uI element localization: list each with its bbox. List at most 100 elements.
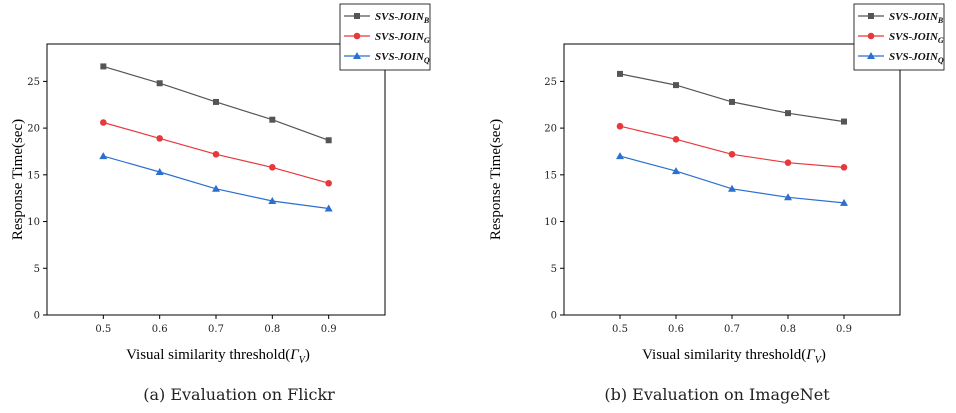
- legend-series-name: SVS-JOIN: [889, 31, 939, 43]
- legend-series-subscript: Q: [424, 56, 430, 65]
- x-tick-label: 0.5: [612, 324, 628, 335]
- data-point-g: [840, 164, 848, 171]
- data-point-g: [784, 159, 792, 166]
- data-point-q: [784, 193, 792, 201]
- y-tick-label: 10: [27, 217, 40, 228]
- chart-panel-flickr: 0 5 10 15 20 25 0.5 0.6 0.7 0.8 0.9 Response Time(s…: [10, 3, 431, 404]
- legend-series-subscript: G: [424, 36, 430, 45]
- data-point-g: [212, 150, 220, 158]
- data-point-q: [324, 204, 333, 212]
- series-line-q: [619, 155, 845, 204]
- y-axis-label: Response Time(sec): [10, 119, 26, 240]
- series-line-g: [619, 125, 845, 168]
- y-tick-label: 10: [544, 217, 557, 228]
- line-chart-flickr: 0 5 10 15 20 25 0.5 0.6 0.7 0.8 0.9 Response Time(s…: [10, 3, 431, 366]
- data-point-b: [100, 63, 107, 70]
- y-axis-label: Response Time(sec): [488, 119, 504, 240]
- data-point-q: [616, 152, 624, 160]
- x-axis-label: Visual similarity threshold(ΓV): [642, 347, 826, 366]
- legend-label-g: SVS-JOING: [375, 31, 430, 45]
- y-tick-label: 0: [551, 311, 557, 322]
- legend-series-name: SVS-JOIN: [889, 11, 939, 23]
- y-tick-label: 15: [27, 170, 40, 181]
- y-tick-label: 15: [544, 170, 557, 181]
- x-axis-label-text: Visual similarity threshold(: [642, 347, 806, 363]
- data-point-g: [728, 150, 736, 158]
- data-point-g: [616, 122, 624, 130]
- legend-series-name: SVS-JOIN: [375, 31, 425, 43]
- legend-series-subscript: G: [938, 36, 944, 45]
- legend-marker-b: [354, 13, 360, 19]
- x-tick-label: 0.7: [724, 324, 740, 335]
- x-axis-label: Visual similarity threshold(ΓV): [126, 347, 310, 366]
- legend-label-q: SVS-JOINQ: [375, 51, 430, 65]
- y-tick-label: 20: [544, 124, 557, 135]
- data-point-g: [325, 179, 332, 187]
- legend-series-name: SVS-JOIN: [375, 51, 425, 63]
- legend-marker-q: [867, 52, 875, 59]
- plot-area-frame: [46, 43, 386, 316]
- y-tick-label: 20: [27, 124, 40, 135]
- data-point-b: [213, 98, 219, 105]
- legend-marker-q: [353, 52, 361, 59]
- series-line-b: [619, 73, 845, 123]
- legend-series-subscript: Q: [938, 56, 944, 65]
- data-point-b: [156, 80, 163, 87]
- data-point-q: [672, 167, 680, 175]
- x-tick-label: 0.7: [208, 324, 224, 335]
- x-tick-label: 0.9: [836, 324, 852, 335]
- x-tick-label: 0.9: [321, 324, 337, 335]
- data-point-b: [729, 98, 735, 105]
- legend-series-name: SVS-JOIN: [375, 11, 425, 23]
- data-point-q: [212, 184, 220, 192]
- y-tick-label: 5: [34, 264, 40, 275]
- data-point-g: [100, 119, 107, 126]
- data-point-g: [269, 164, 276, 171]
- data-point-b: [785, 110, 791, 117]
- data-point-b: [673, 82, 679, 89]
- chart-panel-imagenet: 0 5 10 15 20 25 0.5 0.6 0.7 0.8 0.9 Response Time(s…: [478, 0, 956, 413]
- data-point-b: [841, 118, 847, 125]
- x-tick-label: 0.5: [95, 324, 111, 335]
- data-point-q: [268, 197, 277, 204]
- legend-label-b: SVS-JOINB: [375, 11, 430, 25]
- line-chart-imagenet: 0 5 10 15 20 25 0.5 0.6 0.7 0.8 0.9 Response Time(s…: [488, 3, 945, 366]
- x-tick-label: 0.6: [668, 324, 684, 335]
- data-point-b: [325, 137, 332, 144]
- y-tick-label: 0: [34, 311, 40, 322]
- x-axis-label-subscript: V: [299, 355, 307, 366]
- data-point-q: [99, 152, 108, 160]
- data-point-q: [840, 198, 848, 206]
- legend-label-q: SVS-JOINQ: [889, 51, 944, 65]
- x-axis-label-close: ): [821, 347, 826, 363]
- data-point-q: [155, 168, 164, 175]
- legend-marker-g: [867, 32, 875, 40]
- x-tick-label: 0.6: [152, 324, 168, 335]
- series-line-q: [103, 155, 329, 210]
- y-tick-label: 25: [27, 77, 40, 88]
- x-axis-label-symbol: Γ: [289, 347, 300, 363]
- data-point-g: [156, 135, 163, 142]
- legend-series-subscript: B: [937, 16, 944, 25]
- data-point-q: [728, 184, 736, 192]
- legend-series-subscript: B: [423, 16, 430, 25]
- legend-marker-b: [868, 13, 874, 19]
- legend-series-name: SVS-JOIN: [889, 51, 939, 63]
- data-point-g: [672, 136, 680, 143]
- y-tick-label: 25: [544, 77, 557, 88]
- x-tick-label: 0.8: [780, 324, 796, 335]
- data-point-b: [269, 116, 276, 123]
- data-point-b: [617, 70, 623, 77]
- x-axis-label-text: Visual similarity threshold(: [126, 347, 290, 363]
- legend-label-b: SVS-JOINB: [889, 11, 944, 25]
- legend-marker-g: [353, 32, 361, 40]
- x-axis-label-subscript: V: [815, 355, 823, 366]
- caption-imagenet: (b) Evaluation on ImageNet: [604, 385, 830, 404]
- x-tick-label: 0.8: [264, 324, 280, 335]
- x-axis-label-close: ): [305, 347, 310, 363]
- x-axis-label-symbol: Γ: [805, 347, 816, 363]
- caption-flickr: (a) Evaluation on Flickr: [143, 385, 335, 404]
- legend-label-g: SVS-JOING: [889, 31, 944, 45]
- plot-area-frame: [563, 43, 901, 316]
- y-tick-label: 5: [551, 264, 557, 275]
